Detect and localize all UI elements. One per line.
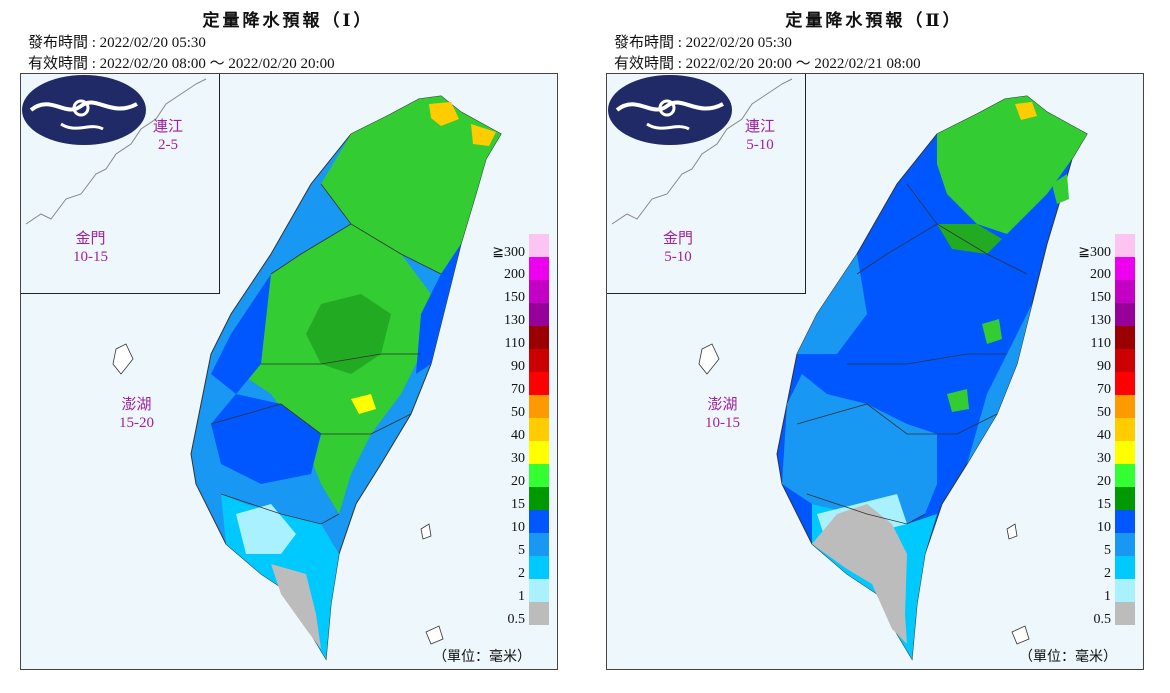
legend-tick-label: 1 bbox=[1104, 589, 1111, 604]
rainfall-map: 連江 2-5 金門 10-15 澎湖 15-20 ≧300 200 150 130 110 90… bbox=[20, 73, 558, 670]
panel-title: 定量降水預報（Ⅰ） bbox=[202, 11, 374, 31]
legend-swatch bbox=[1115, 326, 1135, 349]
legend-swatch bbox=[529, 257, 549, 280]
legend-swatch bbox=[1115, 372, 1135, 395]
legend-swatch bbox=[529, 326, 549, 349]
legend-swatch bbox=[1115, 234, 1135, 257]
legend-swatch bbox=[1115, 349, 1135, 372]
legend-swatch bbox=[1115, 418, 1135, 441]
legend-tick-label: 110 bbox=[504, 336, 525, 351]
issue-time: 發布時間 : 2022/02/20 05:30 bbox=[614, 35, 792, 51]
legend-ticks: ≧300 200 150 130 110 90 70 50 40 30 20 15 10 5 2 1 0.5 bbox=[481, 244, 525, 635]
legend-tick-label: 15 bbox=[511, 497, 525, 512]
cwb-logo-icon bbox=[608, 75, 732, 145]
legend-swatch bbox=[1115, 602, 1135, 625]
legend-tick-label: 70 bbox=[511, 382, 525, 397]
island-label-penghu: 澎湖 10-15 bbox=[705, 397, 740, 431]
legend-swatch bbox=[1115, 441, 1135, 464]
legend-swatch bbox=[529, 487, 549, 510]
legend-swatch bbox=[529, 464, 549, 487]
legend-tick-label: 130 bbox=[1090, 313, 1111, 328]
legend-swatch bbox=[1115, 303, 1135, 326]
legend-swatch bbox=[529, 234, 549, 257]
legend-tick-label: 1 bbox=[518, 589, 525, 604]
valid-time: 有效時間 : 2022/02/20 20:00 ～ 2022/02/21 08:… bbox=[614, 56, 921, 72]
legend-tick-label: 50 bbox=[511, 405, 525, 420]
legend-ticks: ≧300 200 150 130 110 90 70 50 40 30 20 15 10 5 2 1 0.5 bbox=[1067, 244, 1111, 635]
legend-tick-label: 0.5 bbox=[1093, 612, 1112, 627]
legend-swatch bbox=[529, 441, 549, 464]
legend-tick-label: 30 bbox=[1097, 451, 1111, 466]
legend-swatch bbox=[1115, 533, 1135, 556]
legend-swatch bbox=[529, 303, 549, 326]
legend-tick-label: ≧300 bbox=[1078, 245, 1111, 260]
legend-tick-label: 30 bbox=[511, 451, 525, 466]
legend-swatch bbox=[529, 349, 549, 372]
legend-tick-label: 90 bbox=[1097, 359, 1111, 374]
legend-tick-label: 70 bbox=[1097, 382, 1111, 397]
rainfall-legend bbox=[1115, 234, 1135, 625]
legend-tick-label: 2 bbox=[518, 566, 525, 581]
legend-tick-label: 20 bbox=[1097, 474, 1111, 489]
legend-tick-label: 2 bbox=[1104, 566, 1111, 581]
legend-tick-label: 15 bbox=[1097, 497, 1111, 512]
legend-tick-label: 200 bbox=[1090, 267, 1111, 282]
legend-tick-label: 150 bbox=[504, 290, 525, 305]
panel-2: 定量降水預報（Ⅱ） 發布時間 : 2022/02/20 05:30 有效時間 :… bbox=[594, 0, 1154, 693]
legend-tick-label: 50 bbox=[1097, 405, 1111, 420]
legend-tick-label: 200 bbox=[504, 267, 525, 282]
island-label-kinmen: 金門 5-10 bbox=[663, 231, 694, 265]
legend-tick-label: ≧300 bbox=[492, 245, 525, 260]
legend-swatch bbox=[529, 395, 549, 418]
legend-swatch bbox=[1115, 257, 1135, 280]
legend-tick-label: 5 bbox=[518, 543, 525, 558]
unit-label: （單位：毫米） bbox=[433, 649, 531, 665]
legend-swatch bbox=[529, 556, 549, 579]
legend-swatch bbox=[529, 602, 549, 625]
rainfall-map: 連江 5-10 金門 5-10 澎湖 10-15 ≧300 200 150 130 110 90… bbox=[606, 73, 1144, 670]
legend-swatch bbox=[1115, 556, 1135, 579]
rainfall-legend bbox=[529, 234, 549, 625]
legend-swatch bbox=[1115, 464, 1135, 487]
legend-tick-label: 5 bbox=[1104, 543, 1111, 558]
legend-tick-label: 110 bbox=[1090, 336, 1111, 351]
legend-swatch bbox=[529, 533, 549, 556]
legend-swatch bbox=[529, 418, 549, 441]
cwb-logo-icon bbox=[22, 75, 146, 145]
legend-tick-label: 10 bbox=[511, 520, 525, 535]
legend-swatch bbox=[529, 280, 549, 303]
legend-swatch bbox=[1115, 395, 1135, 418]
legend-tick-label: 40 bbox=[511, 428, 525, 443]
legend-tick-label: 150 bbox=[1090, 290, 1111, 305]
outlying-islands-inset bbox=[21, 74, 220, 294]
issue-time: 發布時間 : 2022/02/20 05:30 bbox=[28, 35, 206, 51]
legend-swatch bbox=[1115, 579, 1135, 602]
panel-title: 定量降水預報（Ⅱ） bbox=[785, 11, 963, 31]
legend-tick-label: 130 bbox=[504, 313, 525, 328]
legend-swatch bbox=[1115, 510, 1135, 533]
island-label-kinmen: 金門 10-15 bbox=[73, 231, 108, 265]
valid-time: 有效時間 : 2022/02/20 08:00 ～ 2022/02/20 20:… bbox=[28, 56, 335, 72]
legend-swatch bbox=[1115, 280, 1135, 303]
legend-tick-label: 0.5 bbox=[507, 612, 526, 627]
legend-swatch bbox=[529, 372, 549, 395]
island-label-lienchiang: 連江 5-10 bbox=[745, 119, 776, 153]
island-label-lienchiang: 連江 2-5 bbox=[153, 119, 184, 153]
legend-tick-label: 90 bbox=[511, 359, 525, 374]
legend-tick-label: 40 bbox=[1097, 428, 1111, 443]
legend-tick-label: 20 bbox=[511, 474, 525, 489]
island-label-penghu: 澎湖 15-20 bbox=[119, 397, 154, 431]
outlying-islands-inset bbox=[607, 74, 806, 294]
legend-tick-label: 10 bbox=[1097, 520, 1111, 535]
taiwan-map-1 bbox=[25, 78, 502, 661]
unit-label: （單位：毫米） bbox=[1019, 649, 1117, 665]
taiwan-map-2 bbox=[611, 78, 1088, 661]
legend-swatch bbox=[529, 579, 549, 602]
panel-1: 定量降水預報（Ⅰ） 發布時間 : 2022/02/20 05:30 有效時間 :… bbox=[8, 0, 568, 693]
legend-swatch bbox=[1115, 487, 1135, 510]
legend-swatch bbox=[529, 510, 549, 533]
